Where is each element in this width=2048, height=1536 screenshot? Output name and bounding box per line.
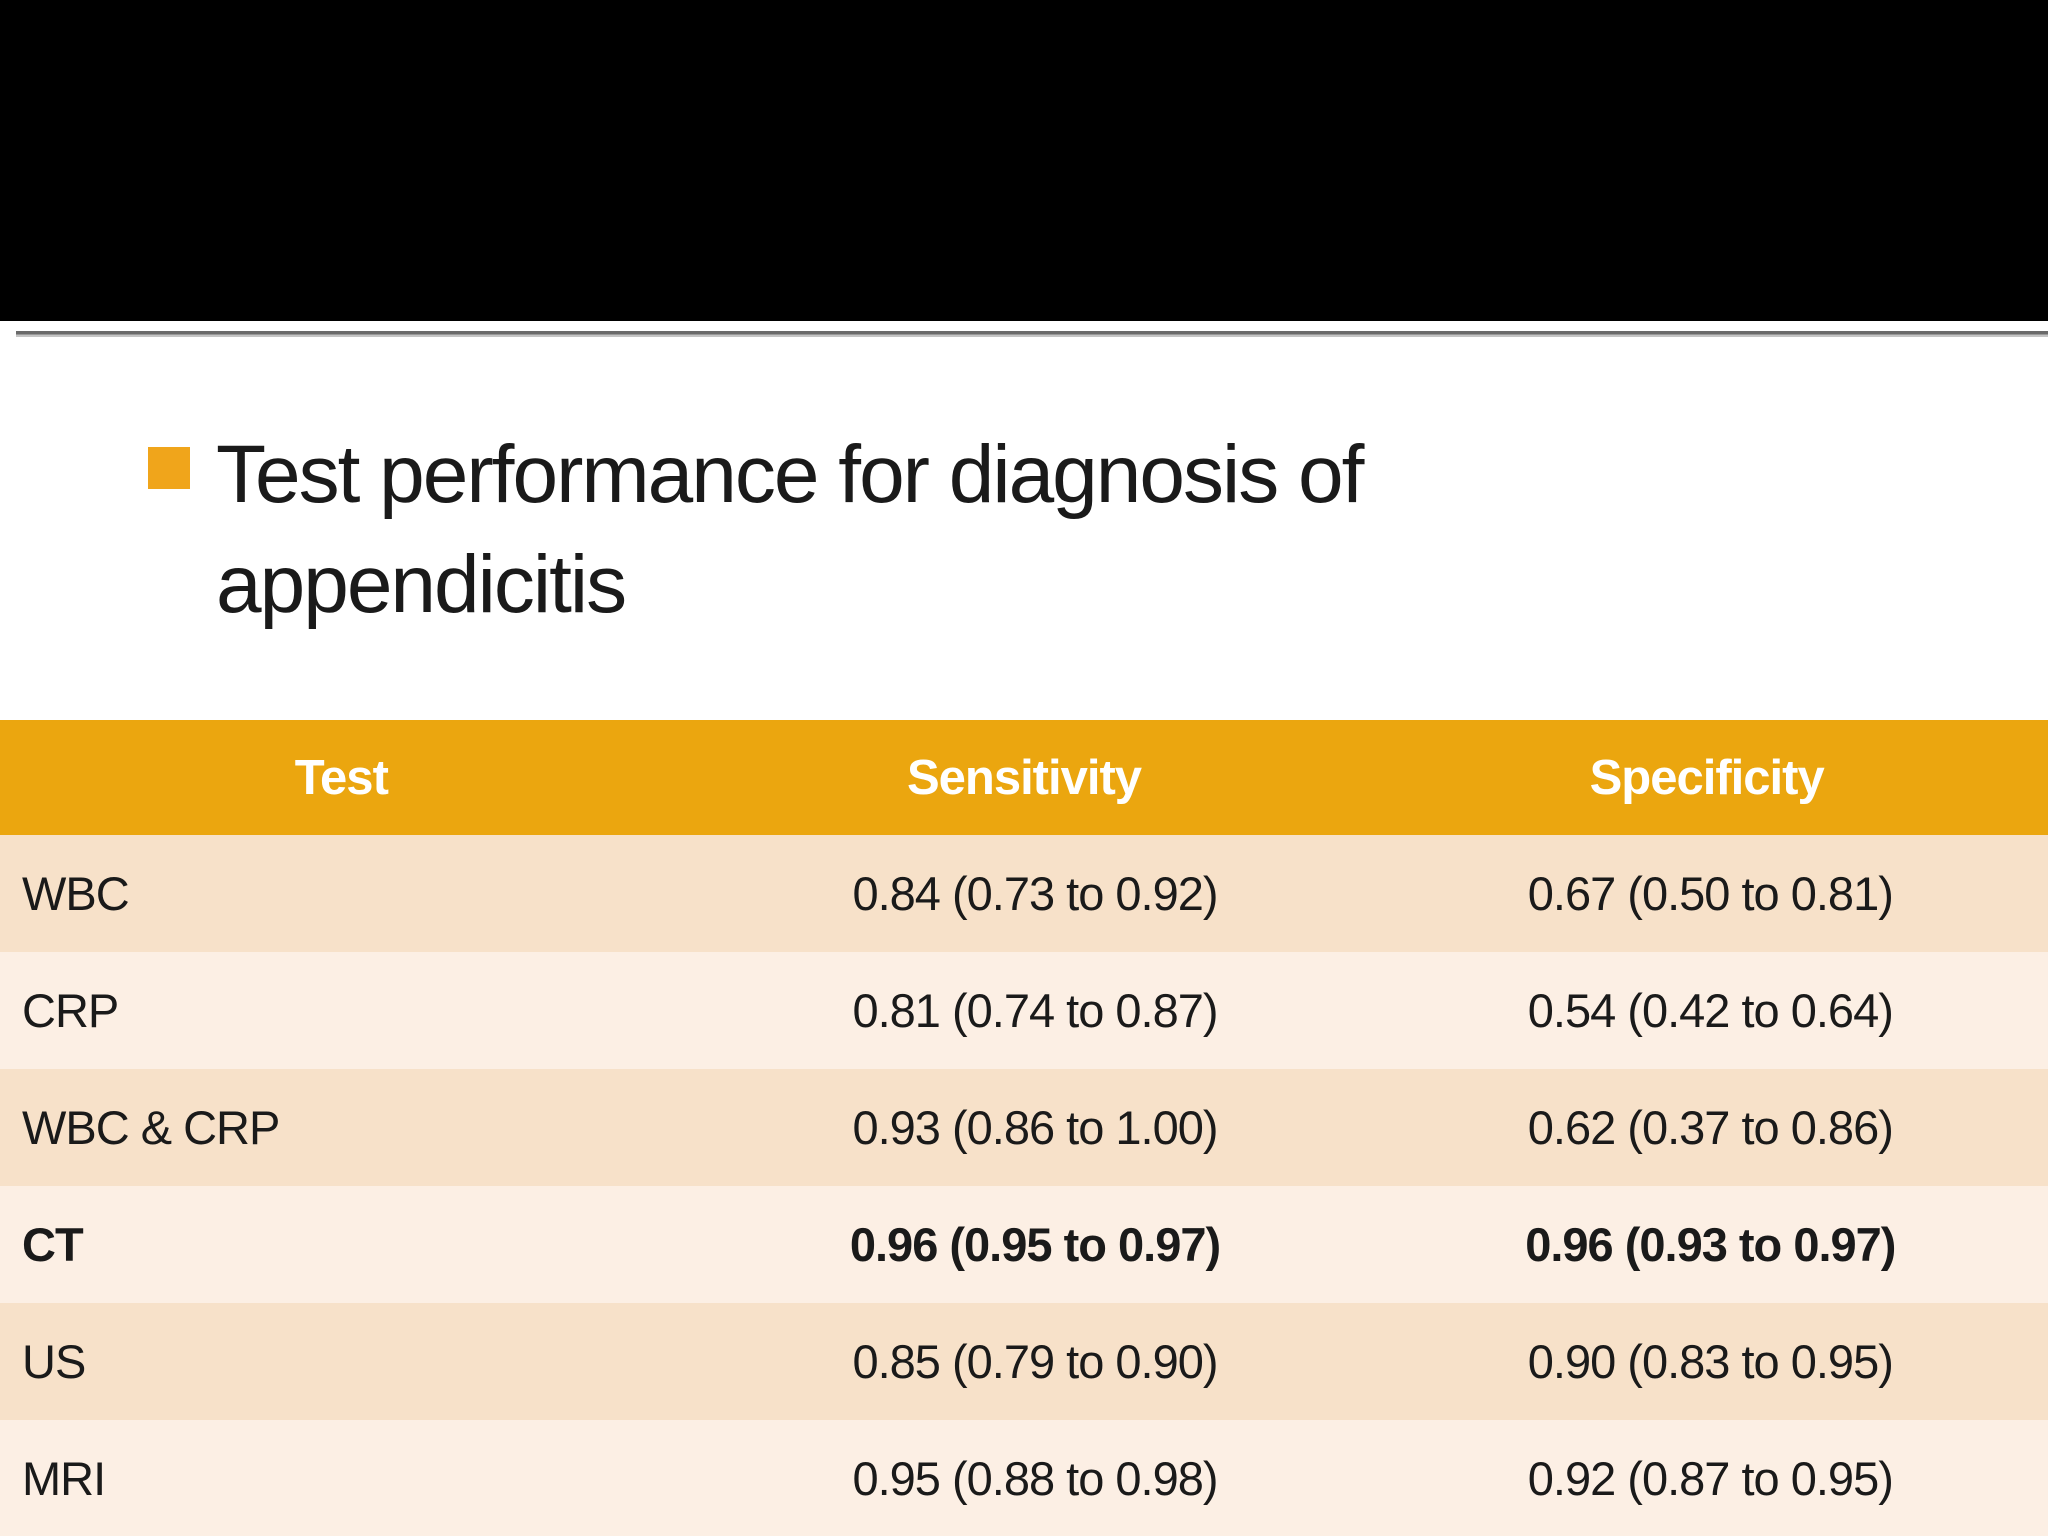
- cell-sensitivity: 0.95 (0.88 to 0.98): [852, 1452, 1218, 1505]
- table-row: MRI 0.95 (0.88 to 0.98) 0.92 (0.87 to 0.…: [0, 1420, 2048, 1536]
- cell-test: US: [22, 1335, 86, 1388]
- cell-sensitivity: 0.93 (0.86 to 1.00): [852, 1101, 1218, 1154]
- cell-test: CT: [22, 1218, 84, 1271]
- cell-sensitivity: 0.84 (0.73 to 0.92): [852, 867, 1218, 920]
- top-black-bar: [0, 0, 2048, 321]
- cell-test: CRP: [22, 984, 119, 1037]
- table-header-row: Test Sensitivity Specificity: [0, 720, 2048, 835]
- title-block: Test performance for diagnosis of append…: [148, 420, 1518, 640]
- cell-specificity: 0.62 (0.37 to 0.86): [1527, 1101, 1894, 1154]
- table-row: US 0.85 (0.79 to 0.90) 0.90 (0.83 to 0.9…: [0, 1303, 2048, 1420]
- column-header-specificity: Specificity: [1589, 750, 1825, 805]
- results-table: Test Sensitivity Specificity WBC 0.84 (0…: [0, 720, 2048, 1536]
- cell-test: WBC & CRP: [22, 1101, 280, 1154]
- cell-sensitivity: 0.85 (0.79 to 0.90): [852, 1335, 1218, 1388]
- table-row: WBC & CRP 0.93 (0.86 to 1.00) 0.62 (0.37…: [0, 1069, 2048, 1186]
- table-row-highlighted: CT 0.96 (0.95 to 0.97) 0.96 (0.93 to 0.9…: [0, 1186, 2048, 1303]
- table-row: WBC 0.84 (0.73 to 0.92) 0.67 (0.50 to 0.…: [0, 835, 2048, 952]
- table-row: CRP 0.81 (0.74 to 0.87) 0.54 (0.42 to 0.…: [0, 952, 2048, 1069]
- cell-test: WBC: [22, 867, 130, 920]
- bullet-square-icon: [148, 447, 190, 489]
- column-header-test: Test: [294, 750, 389, 805]
- cell-specificity: 0.67 (0.50 to 0.81): [1527, 867, 1894, 920]
- cell-test: MRI: [22, 1452, 106, 1505]
- slide-title: Test performance for diagnosis of append…: [216, 429, 1364, 630]
- cell-specificity: 0.96 (0.93 to 0.97): [1525, 1218, 1896, 1271]
- divider-rule: [16, 331, 2048, 337]
- cell-sensitivity: 0.81 (0.74 to 0.87): [852, 984, 1218, 1037]
- cell-sensitivity: 0.96 (0.95 to 0.97): [849, 1218, 1221, 1271]
- cell-specificity: 0.90 (0.83 to 0.95): [1527, 1335, 1894, 1388]
- column-header-sensitivity: Sensitivity: [906, 750, 1142, 805]
- cell-specificity: 0.92 (0.87 to 0.95): [1527, 1452, 1894, 1505]
- cell-specificity: 0.54 (0.42 to 0.64): [1527, 984, 1894, 1037]
